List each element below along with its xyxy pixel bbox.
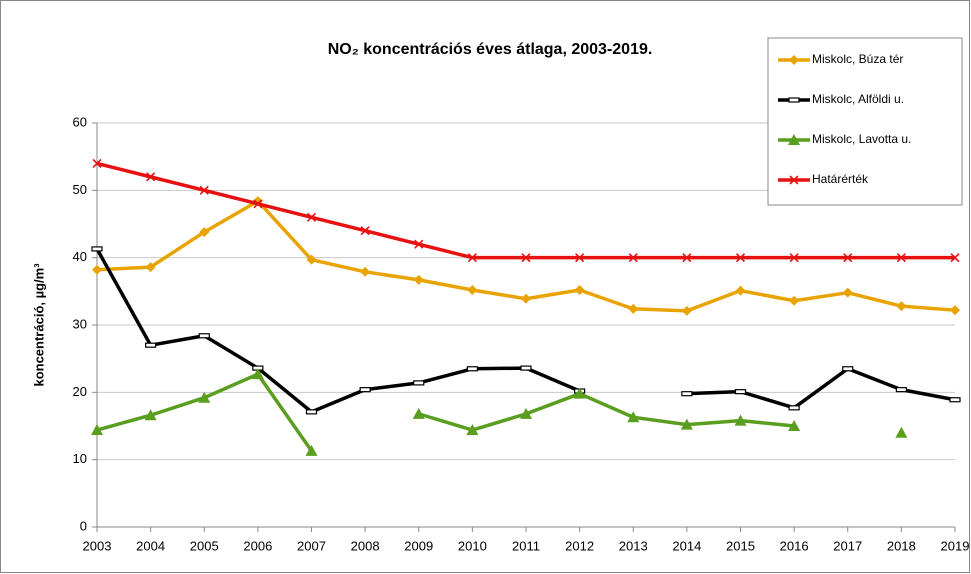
point-marker — [574, 284, 585, 295]
point-marker — [735, 285, 746, 296]
point-marker — [573, 387, 586, 399]
x-tick-label: 2016 — [780, 538, 809, 553]
y-tick-label: 50 — [73, 182, 87, 197]
point-marker — [520, 365, 532, 371]
point-marker — [681, 391, 693, 397]
point-marker — [521, 253, 531, 263]
x-tick-label: 2009 — [404, 538, 433, 553]
point-marker — [359, 387, 371, 393]
legend-marker — [789, 175, 799, 185]
x-tick-label: 2003 — [83, 538, 112, 553]
point-marker — [734, 389, 747, 395]
y-tick-label: 10 — [73, 451, 87, 466]
point-marker — [198, 333, 210, 339]
point-marker — [843, 253, 853, 263]
x-tick-label: 2015 — [726, 538, 755, 553]
point-marker — [466, 424, 479, 436]
point-marker — [306, 254, 317, 265]
y-tick-label: 20 — [73, 384, 87, 399]
point-marker — [199, 185, 209, 195]
point-marker — [520, 407, 532, 419]
point-marker — [789, 253, 799, 263]
point-marker — [735, 253, 746, 263]
point-marker — [789, 295, 800, 306]
point-marker — [575, 253, 585, 263]
point-marker — [413, 380, 425, 386]
point-marker — [734, 414, 747, 426]
point-marker — [414, 239, 424, 249]
x-tick-label: 2005 — [190, 538, 219, 553]
point-marker — [682, 253, 692, 263]
point-marker — [145, 262, 156, 273]
point-marker — [412, 407, 425, 419]
y-axis-label: koncentráció, µg/m³ — [31, 263, 46, 387]
legend-marker — [788, 97, 800, 103]
x-tick-label: 2011 — [512, 538, 540, 553]
point-marker — [680, 418, 693, 430]
y-tick-label: 40 — [73, 249, 87, 264]
point-marker — [895, 387, 907, 393]
x-tick-label: 2013 — [619, 538, 648, 553]
point-marker — [467, 253, 477, 263]
point-marker — [92, 158, 102, 168]
x-tick-label: 2006 — [243, 538, 272, 553]
point-marker — [895, 426, 908, 438]
point-marker — [842, 287, 853, 298]
point-marker — [92, 264, 102, 275]
point-marker — [788, 405, 800, 411]
point-marker — [305, 409, 318, 415]
point-marker — [360, 266, 371, 277]
point-marker — [842, 366, 854, 372]
point-marker — [305, 444, 318, 456]
legend-label: Miskolc, Alföldi u. — [812, 92, 904, 106]
x-tick-label: 2017 — [833, 538, 862, 553]
point-marker — [251, 368, 264, 380]
point-marker — [896, 253, 906, 263]
point-marker — [467, 284, 478, 295]
point-marker — [896, 301, 907, 312]
point-marker — [91, 424, 103, 436]
point-marker — [145, 342, 157, 348]
y-tick-label: 60 — [73, 114, 87, 129]
x-tick-label: 2012 — [565, 538, 594, 553]
legend-label: Határérték — [812, 172, 869, 186]
point-marker — [466, 366, 478, 372]
legend-marker — [789, 55, 799, 65]
x-tick-label: 2007 — [297, 538, 326, 553]
point-marker — [521, 293, 531, 304]
point-marker — [413, 274, 424, 285]
y-tick-label: 0 — [80, 518, 87, 533]
point-marker — [199, 227, 210, 238]
legend-label: Miskolc, Lavotta u. — [812, 132, 911, 146]
x-tick-label: 2014 — [672, 538, 701, 553]
x-tick-label: 2004 — [136, 538, 165, 553]
point-marker — [950, 305, 960, 316]
x-tick-label: 2019 — [941, 538, 970, 553]
point-marker — [198, 391, 211, 403]
point-marker — [146, 172, 156, 182]
legend-box — [767, 37, 963, 206]
point-marker — [950, 253, 960, 263]
x-tick-label: 2008 — [351, 538, 380, 553]
point-marker — [628, 253, 638, 263]
legend-label: Miskolc, Búza tér — [812, 52, 903, 66]
point-marker — [628, 303, 639, 314]
point-marker — [788, 420, 801, 431]
point-marker — [91, 246, 103, 252]
point-marker — [144, 409, 157, 421]
legend-marker — [788, 134, 800, 145]
point-marker — [360, 226, 370, 236]
y-tick-label: 30 — [73, 316, 87, 331]
series-line — [95, 248, 956, 414]
chart-title: NO₂ koncentrációs éves átlaga, 2003-2019… — [328, 41, 653, 58]
point-marker — [681, 305, 692, 316]
point-marker — [253, 199, 263, 209]
point-marker — [306, 212, 317, 222]
x-tick-label: 2018 — [887, 538, 916, 553]
x-tick-label: 2010 — [458, 538, 487, 553]
point-marker — [949, 397, 961, 403]
point-marker — [627, 411, 640, 423]
